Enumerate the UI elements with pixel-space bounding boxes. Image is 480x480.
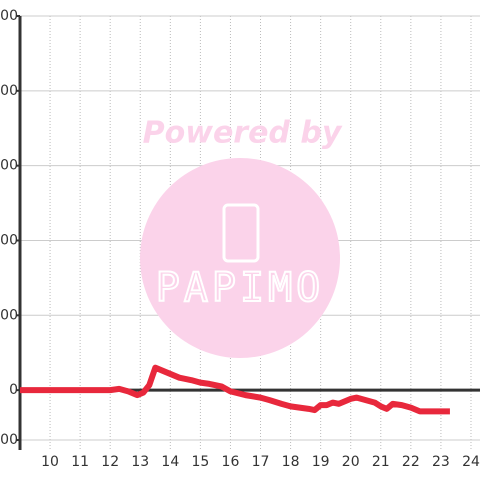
x-tick-label: 20 [342,454,360,470]
x-tick-label: 10 [41,454,59,470]
x-tick-label: 21 [372,454,390,470]
y-tick-label: 90,000 [0,158,18,174]
x-tick-label: 15 [191,454,209,470]
y-tick-label: 30,000 [0,307,18,323]
x-tick-label: 18 [282,454,300,470]
x-tick-label: 11 [71,454,89,470]
x-tick-label: 23 [432,454,450,470]
x-tick-label: 14 [161,454,179,470]
data-line [20,364,450,415]
x-tick-label: 16 [222,454,240,470]
x-tick-label: 13 [131,454,149,470]
y-tick-label: 0 [9,382,18,398]
x-tick-label: 17 [252,454,270,470]
x-tick-label: 12 [101,454,119,470]
y-tick-label: 150,000 [0,8,18,24]
y-tick-label: -20,000 [0,432,18,448]
watermark: Powered by PAPIMO [140,116,343,358]
watermark-text: Powered by [143,116,343,151]
x-tick-label: 22 [402,454,420,470]
watermark-logo: PAPIMO [156,265,325,311]
y-tick-label: 60,000 [0,232,18,248]
watermark-icon [222,203,260,263]
watermark-circle [140,158,340,358]
x-tick-label: 19 [312,454,330,470]
y-tick-label: 120,000 [0,83,18,99]
x-tick-label: 24 [462,454,480,470]
